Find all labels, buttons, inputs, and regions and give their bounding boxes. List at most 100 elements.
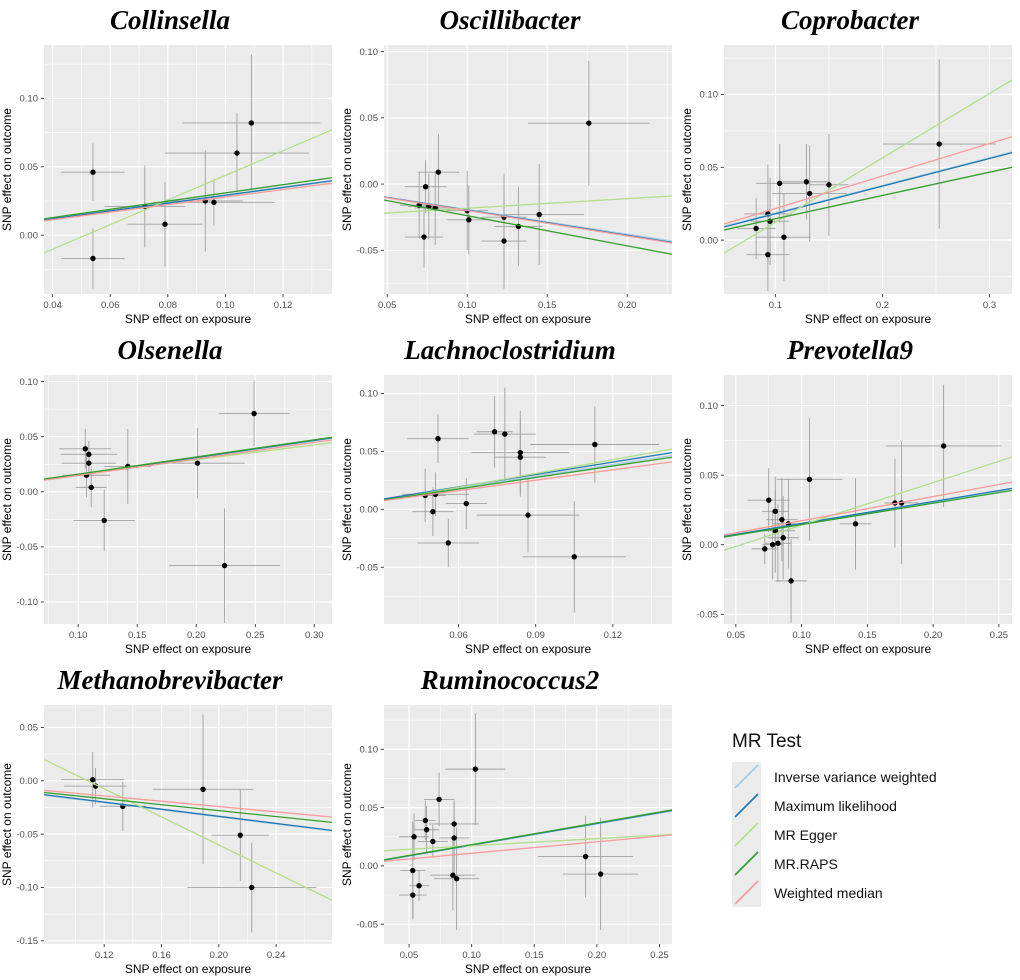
mr-fit-line	[44, 789, 332, 818]
y-tick-label: 0.10	[20, 377, 39, 388]
y-tick-label: 0.05	[360, 803, 379, 814]
y-tick-label: -0.15	[16, 936, 38, 947]
data-point	[234, 150, 240, 156]
scatter-plot: 0.12 0.16 0.20 0.24 -0.15 -0.10 -0.05 0.00 0.05 S…	[0, 705, 332, 976]
data-point	[435, 169, 442, 175]
panel-title: Collinsella	[109, 5, 231, 35]
mr-fit-line	[384, 456, 672, 501]
data-point	[582, 853, 589, 860]
y-tick-label: -0.05	[16, 829, 38, 840]
x-tick-label: 0.12	[95, 950, 114, 961]
x-tick-label: 0.1	[769, 300, 782, 311]
mr-fit-line	[44, 177, 332, 220]
scatter-plot: 0.1 0.2 0.3 0.00 0.05 0.10 SNP effect on expos…	[680, 45, 1012, 326]
mr-fit-lines	[724, 79, 1012, 254]
y-tick-label: 0.05	[360, 113, 379, 124]
x-tick-label: 0.10	[216, 300, 235, 311]
x-tick-label: 0.12	[274, 300, 293, 311]
data-point	[416, 883, 422, 889]
data-point	[769, 542, 776, 548]
data-point	[237, 832, 243, 838]
panel-oscillibacter: Oscillibacter 0.05 0.10 0.15 0.20 -0.05 0.00 0.…	[340, 0, 680, 330]
x-tick-label: 0.12	[604, 630, 623, 641]
data-point	[200, 786, 206, 792]
x-tick-label: 0.06	[449, 630, 468, 641]
y-axis-title: SNP effect on outcome	[680, 438, 694, 561]
panel-title: Lachnoclostridium	[404, 335, 616, 365]
data-point	[762, 546, 768, 552]
x-tick-label: 0.10	[458, 300, 477, 311]
y-tick-label: 0.10	[360, 389, 379, 400]
scatter-plot: 0.05 0.10 0.15 0.20 0.25-0.050.000.050.10SNP…	[680, 375, 1012, 656]
y-tick-label: 0.05	[20, 162, 39, 173]
scatter-plot: 0.05 0.10 0.15 0.20 0.25-0.050.000.050.10SNP…	[340, 705, 672, 976]
panel-title: Oscillibacter	[439, 5, 581, 35]
y-tick-label: 0.00	[700, 235, 719, 246]
data-point	[772, 508, 778, 515]
data-point	[435, 435, 441, 442]
mr-fit-line	[724, 456, 1012, 551]
data-point	[775, 540, 781, 547]
x-tick-label: 0.3	[983, 300, 996, 311]
mr-fit-line	[724, 481, 1012, 536]
mr-fit-lines	[384, 809, 672, 862]
mr-fit-line	[44, 793, 332, 832]
y-tick-label: 0.10	[700, 90, 719, 101]
x-axis-title: SNP effect on exposure	[805, 642, 932, 656]
legend-item-mr-egger: MR Egger	[732, 820, 1020, 849]
mr-fit-line	[384, 448, 672, 502]
y-tick-label: -0.05	[696, 609, 718, 620]
mr-fit-line	[384, 195, 672, 214]
panel-title: Olsenella	[117, 335, 223, 365]
mr-fit-line	[44, 436, 332, 480]
panel-methanobrevibacter: Methanobrevibacter 0.12 0.16 0.20 0.24 -0.15 -…	[0, 660, 340, 980]
x-axis-title: SNP effect on exposure	[125, 962, 252, 976]
legend-item-label: MR.RAPS	[774, 855, 838, 872]
data-point	[430, 838, 436, 845]
y-tick-label: 0.10	[20, 94, 39, 105]
y-tick-label: -0.05	[16, 542, 38, 553]
mr-fit-line	[384, 461, 672, 502]
y-tick-label: 0.10	[360, 745, 379, 756]
x-tick-label: 0.15	[128, 630, 147, 641]
data-point	[82, 446, 89, 452]
panel-title: Coprobacter	[781, 5, 919, 35]
data-point	[517, 449, 523, 456]
x-tick-label: 0.05	[378, 300, 397, 311]
mr-fit-line	[384, 196, 672, 244]
mr-fit-line	[724, 151, 1012, 227]
y-tick-label: 0.00	[700, 540, 719, 551]
legend: MR Test Inverse variance weighted Maximum …	[680, 660, 1020, 980]
x-axis-title: SNP effect on exposure	[465, 642, 592, 656]
mr-fit-line	[44, 129, 332, 254]
scatter-plot: 0.06 0.09 0.12 -0.05 0.00 0.05 0.10 SNP effect …	[340, 375, 672, 656]
data-point	[86, 460, 92, 466]
mr-fit-line	[724, 152, 1012, 228]
y-axis-title: SNP effect on outcome	[340, 438, 354, 561]
data-point	[90, 255, 96, 262]
data-point	[445, 540, 451, 546]
legend-key-line-icon	[732, 762, 761, 791]
data-point	[451, 835, 457, 841]
x-tick-label: 0.16	[152, 950, 171, 961]
y-tick-label: 0.05	[700, 163, 719, 174]
mr-fit-lines	[384, 448, 672, 502]
data-point	[194, 460, 201, 466]
data-point	[571, 554, 577, 560]
x-tick-label: 0.2	[876, 300, 889, 311]
mr-fit-lines	[384, 195, 672, 255]
data-point	[536, 211, 542, 218]
panel-title: Prevotella9	[787, 335, 913, 365]
x-axis-title: SNP effect on exposure	[125, 642, 252, 656]
y-axis-title: SNP effect on outcome	[0, 108, 14, 231]
x-axis-title: SNP effect on exposure	[805, 312, 932, 326]
data-point	[491, 429, 498, 435]
mr-fit-lines	[724, 456, 1012, 551]
x-tick-label: 0.20	[924, 630, 943, 641]
panel-collinsella: Collinsella 0.04 0.06 0.08 0.10 0.12 0.00 0.05 0…	[0, 0, 340, 330]
mr-fit-line	[44, 758, 332, 901]
legend-key-line-icon	[732, 849, 761, 878]
data-point	[806, 190, 813, 197]
mr-fit-line	[44, 182, 332, 222]
